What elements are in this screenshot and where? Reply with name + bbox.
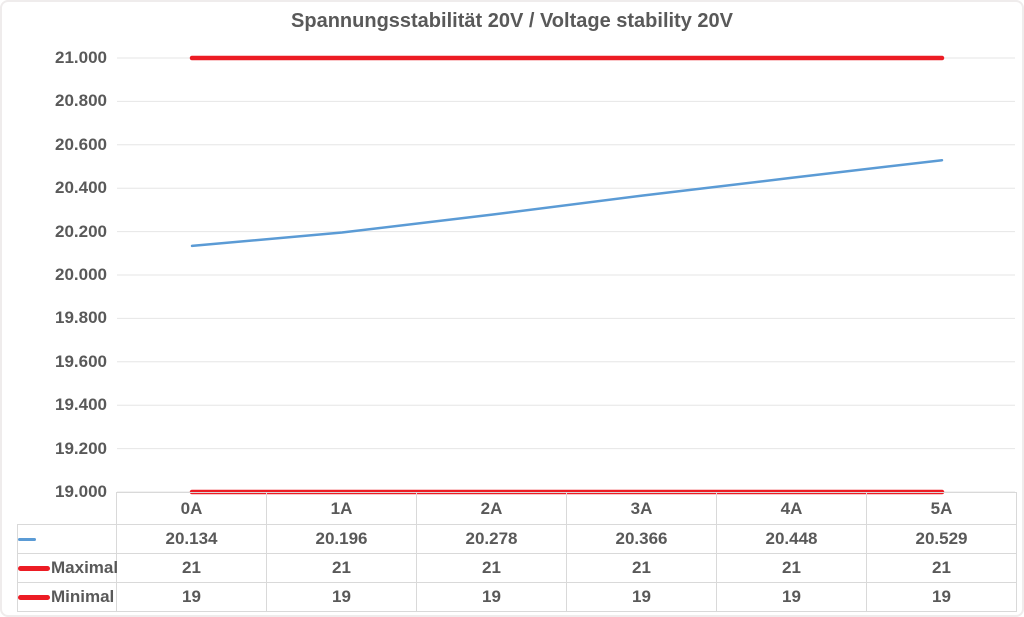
y-axis-tick-label: 20.600 <box>55 134 107 154</box>
table-value-cell: 20.448 <box>717 525 867 554</box>
table-value-cell: 19 <box>567 583 717 612</box>
x-axis-category-label: 0A <box>117 492 267 525</box>
table-value-cell: 21 <box>267 554 417 583</box>
series-line-measured <box>190 158 944 248</box>
y-axis-tick-label: 20.000 <box>55 265 107 284</box>
legend-label: Minimal <box>51 587 115 606</box>
y-axis-tick-label: 20.200 <box>55 221 107 241</box>
legend-label: Maximal <box>51 558 119 577</box>
legend-line-swatch <box>18 537 36 541</box>
table-value-cell: 19 <box>867 583 1017 612</box>
table-value-cell: 20.134 <box>117 525 267 554</box>
chart-title: Spannungsstabilität 20V / Voltage stabil… <box>291 10 733 32</box>
table-value-cell: 19 <box>117 583 267 612</box>
table-value-cell: 20.529 <box>867 525 1017 554</box>
x-axis-category-label: 1A <box>267 492 417 525</box>
table-corner-cell <box>17 492 117 525</box>
table-value-cell: 19 <box>267 583 417 612</box>
table-value-cell: 20.278 <box>417 525 567 554</box>
y-axis-tick-label: 19.600 <box>55 351 107 371</box>
legend-cell-Maximal: Maximal <box>17 554 119 583</box>
table-value-cell: 20.366 <box>567 525 717 554</box>
y-axis-tick-label: 20.800 <box>55 91 107 111</box>
y-axis-tick-label: 19.400 <box>55 395 107 415</box>
y-axis-tick-label: 20.400 <box>55 178 107 198</box>
table-value-cell: 21 <box>717 554 867 583</box>
x-axis-category-label: 4A <box>717 492 867 525</box>
y-axis-tick-label: 19.800 <box>55 308 107 328</box>
legend-cell-Minimal: Minimal <box>17 583 117 612</box>
x-axis-category-label: 5A <box>867 492 1017 525</box>
chart-data-table: 0A 1A 2A 3A 4A 5A 20.134 20.196 20.278 20.366 20.4… <box>17 492 1017 612</box>
table-value-cell: 21 <box>117 554 267 583</box>
legend-cell-measured <box>17 525 117 554</box>
legend-line-swatch <box>18 565 50 571</box>
table-value-cell: 20.196 <box>267 525 417 554</box>
x-axis-category-label: 3A <box>567 492 717 525</box>
y-axis-tick-label: 21.000 <box>55 48 107 67</box>
x-axis-category-label: 2A <box>417 492 567 525</box>
table-value-cell: 21 <box>867 554 1017 583</box>
table-value-cell: 19 <box>717 583 867 612</box>
table-value-cell: 21 <box>567 554 717 583</box>
y-axis-tick-label: 19.200 <box>55 438 107 458</box>
table-value-cell: 21 <box>417 554 567 583</box>
table-value-cell: 19 <box>417 583 567 612</box>
legend-line-swatch <box>18 594 50 600</box>
y-axis-tick-label: 19.000 <box>55 482 107 501</box>
